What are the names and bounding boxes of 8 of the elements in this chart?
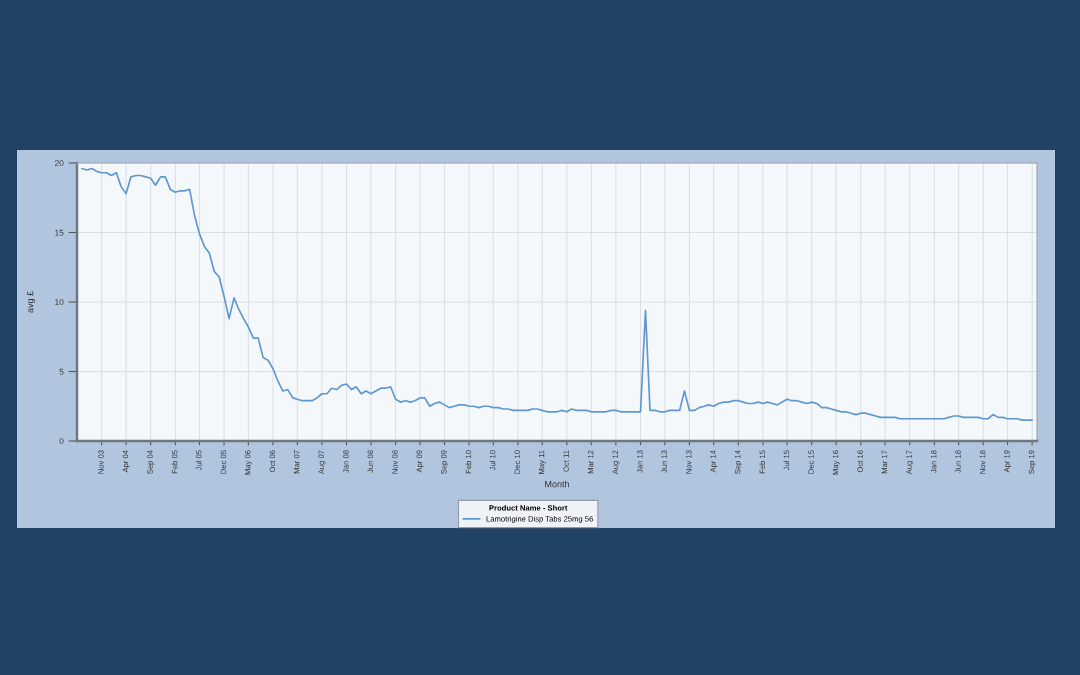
y-tick-label: 0 <box>59 438 64 445</box>
y-axis-title: avg £ <box>26 291 36 313</box>
x-axis-title: Month <box>545 480 569 488</box>
y-tick-label: 5 <box>59 368 64 375</box>
line-series <box>80 167 1034 421</box>
y-tick-label: 10 <box>55 299 64 306</box>
y-tick-label: 15 <box>55 229 64 236</box>
y-tick-label: 20 <box>54 160 64 167</box>
